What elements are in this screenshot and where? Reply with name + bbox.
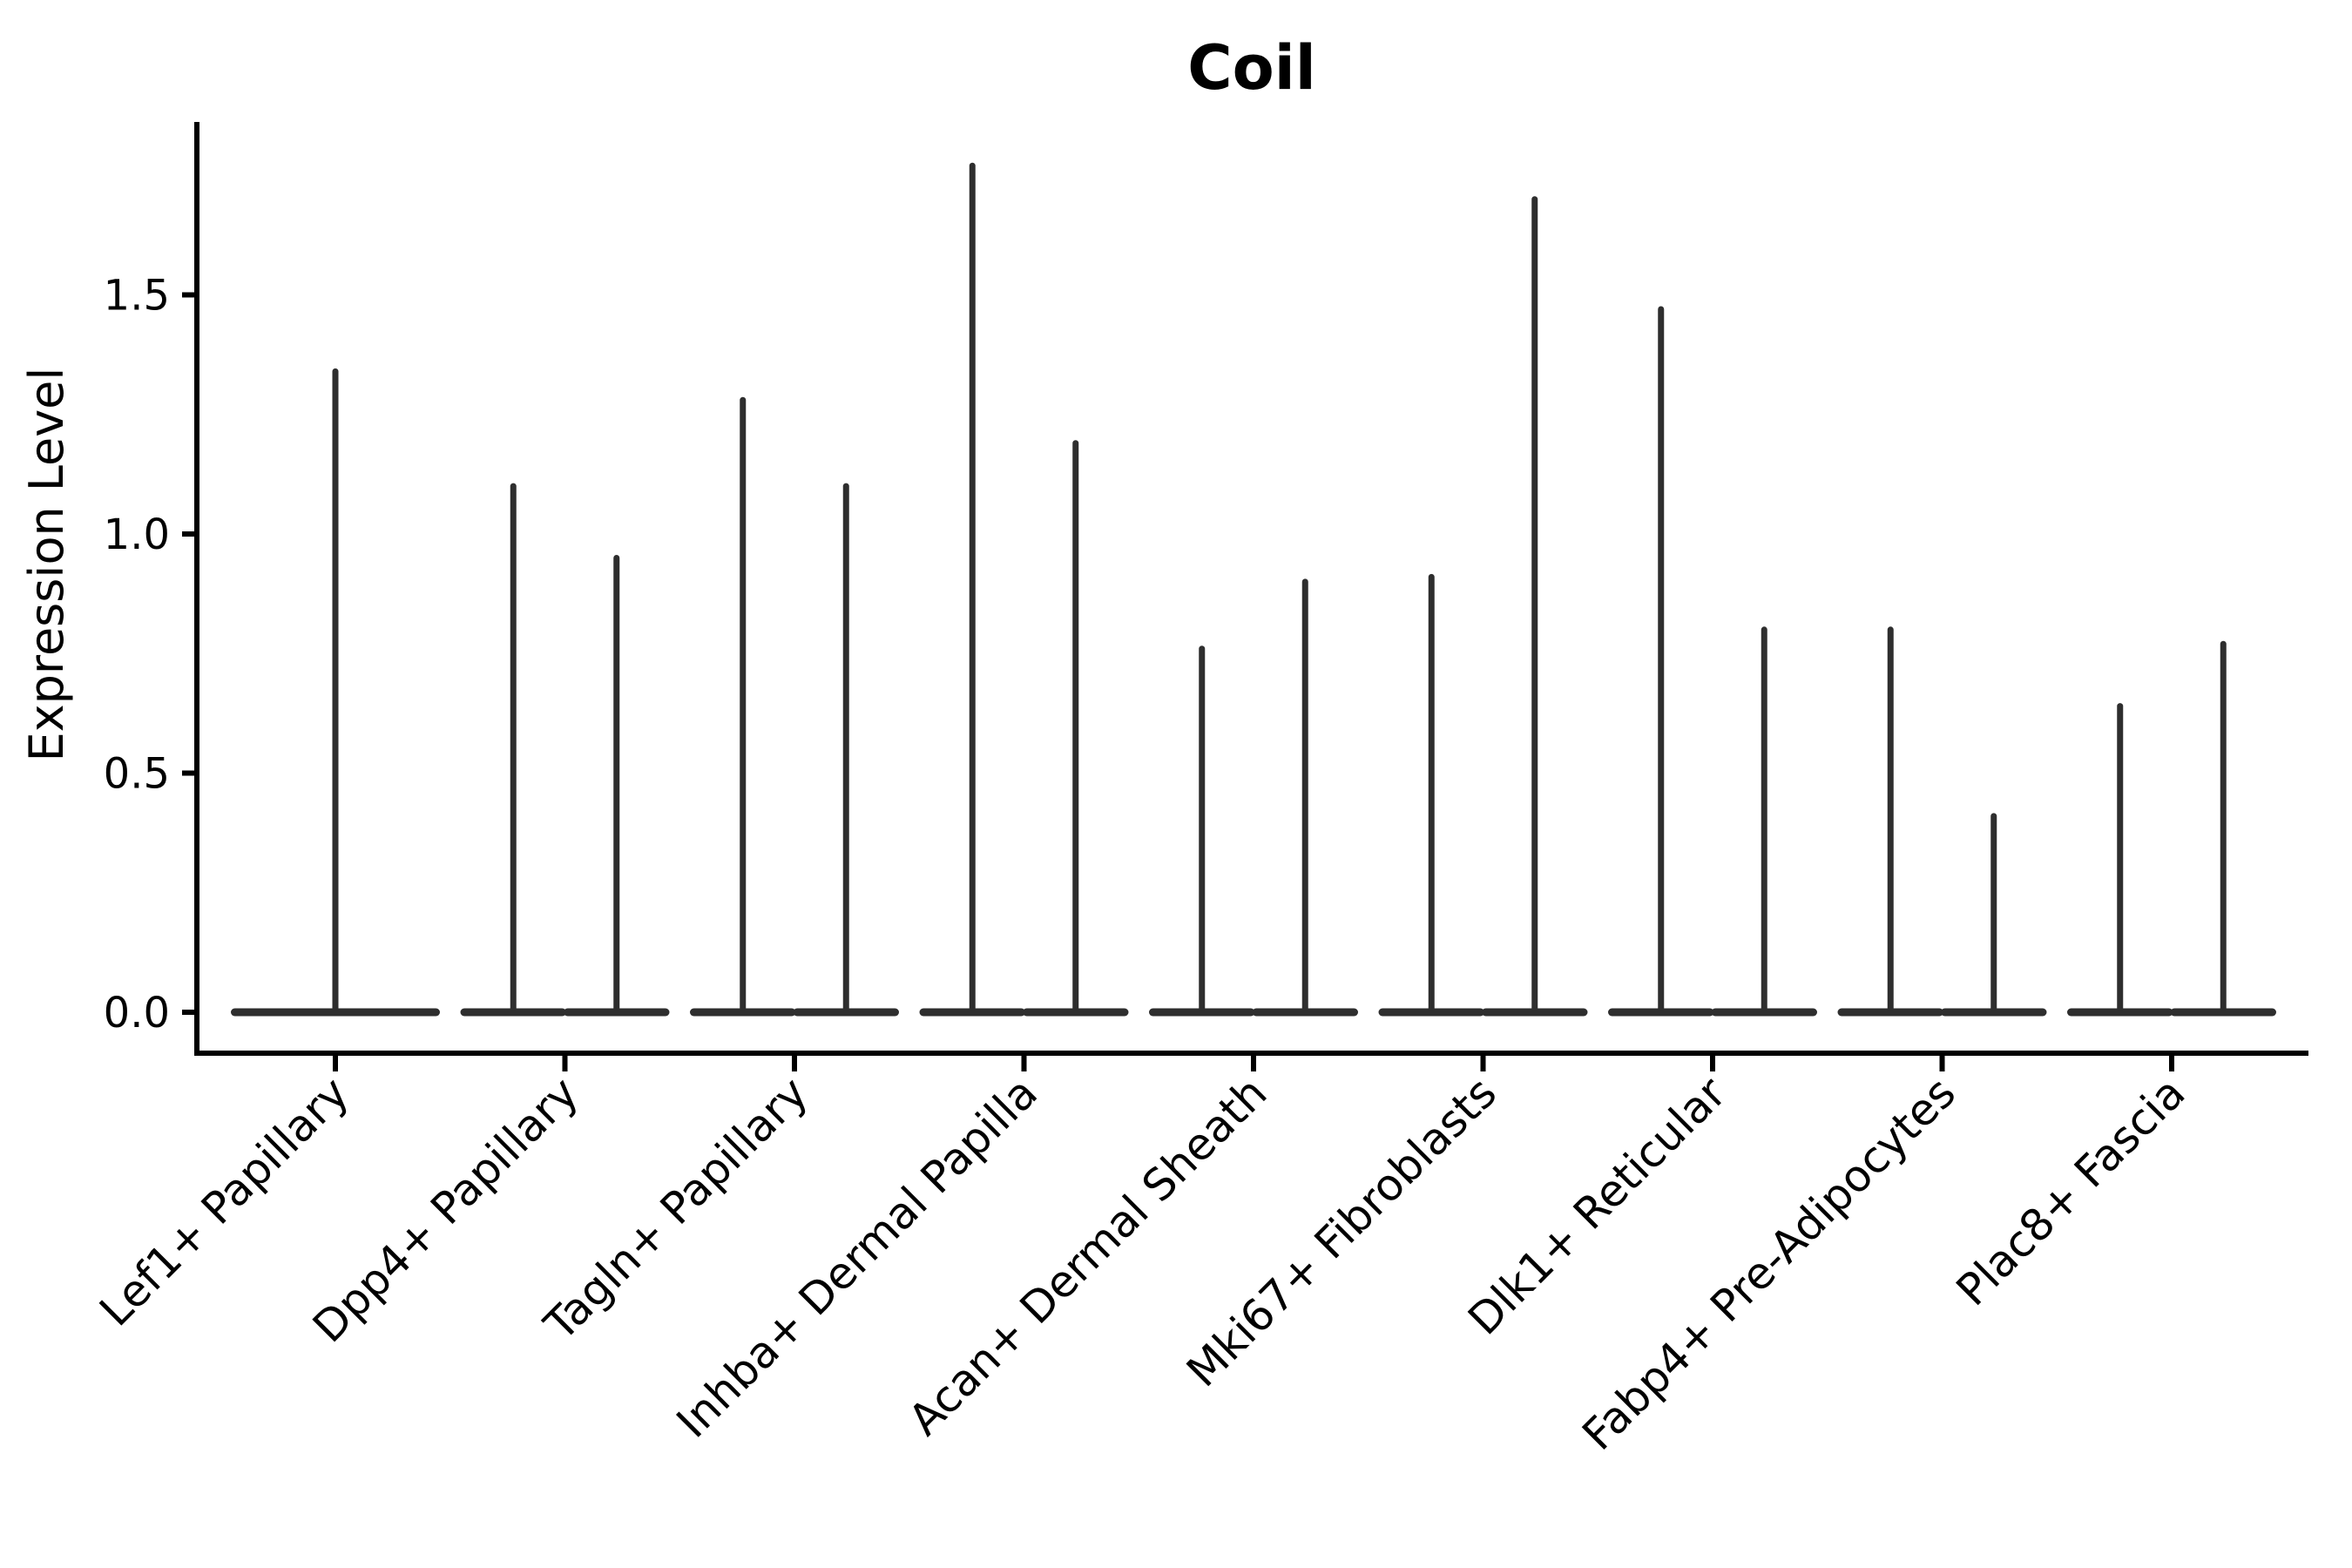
chart-title: Coil	[1187, 32, 1315, 104]
y-tick-label: 0.0	[104, 989, 170, 1037]
violin	[2067, 703, 2173, 1017]
violin	[564, 554, 670, 1017]
x-tick-label: Lef1+ Papillary	[90, 1067, 358, 1335]
violin	[1023, 440, 1129, 1017]
violin	[2170, 640, 2276, 1017]
x-tick-label: Fabp4+ Pre-Adipocytes	[1572, 1067, 1965, 1460]
violins-layer	[231, 162, 2276, 1017]
violin	[1608, 306, 1714, 1017]
violin	[690, 396, 796, 1017]
axes-layer	[182, 122, 2308, 1071]
x-tick-label: Plac8+ Fascia	[1947, 1067, 2195, 1315]
violin	[1149, 645, 1255, 1017]
y-tick-label: 0.5	[104, 750, 170, 799]
violin	[1378, 573, 1484, 1017]
violin	[1482, 196, 1588, 1017]
violin	[460, 483, 566, 1017]
violin	[919, 162, 1025, 1017]
violin	[1252, 578, 1358, 1017]
violin	[1941, 813, 2047, 1017]
violin	[793, 483, 899, 1017]
violin	[1837, 626, 1943, 1017]
labels-layer: Coil Expression Level 0.0 0.5 1.0 1.5 Lef1+ …	[19, 32, 2194, 1460]
violin	[1711, 626, 1817, 1017]
violin	[231, 368, 440, 1017]
y-tick-label: 1.0	[104, 510, 170, 559]
y-tick-label: 1.5	[104, 272, 170, 321]
y-axis-label: Expression Level	[19, 368, 74, 762]
